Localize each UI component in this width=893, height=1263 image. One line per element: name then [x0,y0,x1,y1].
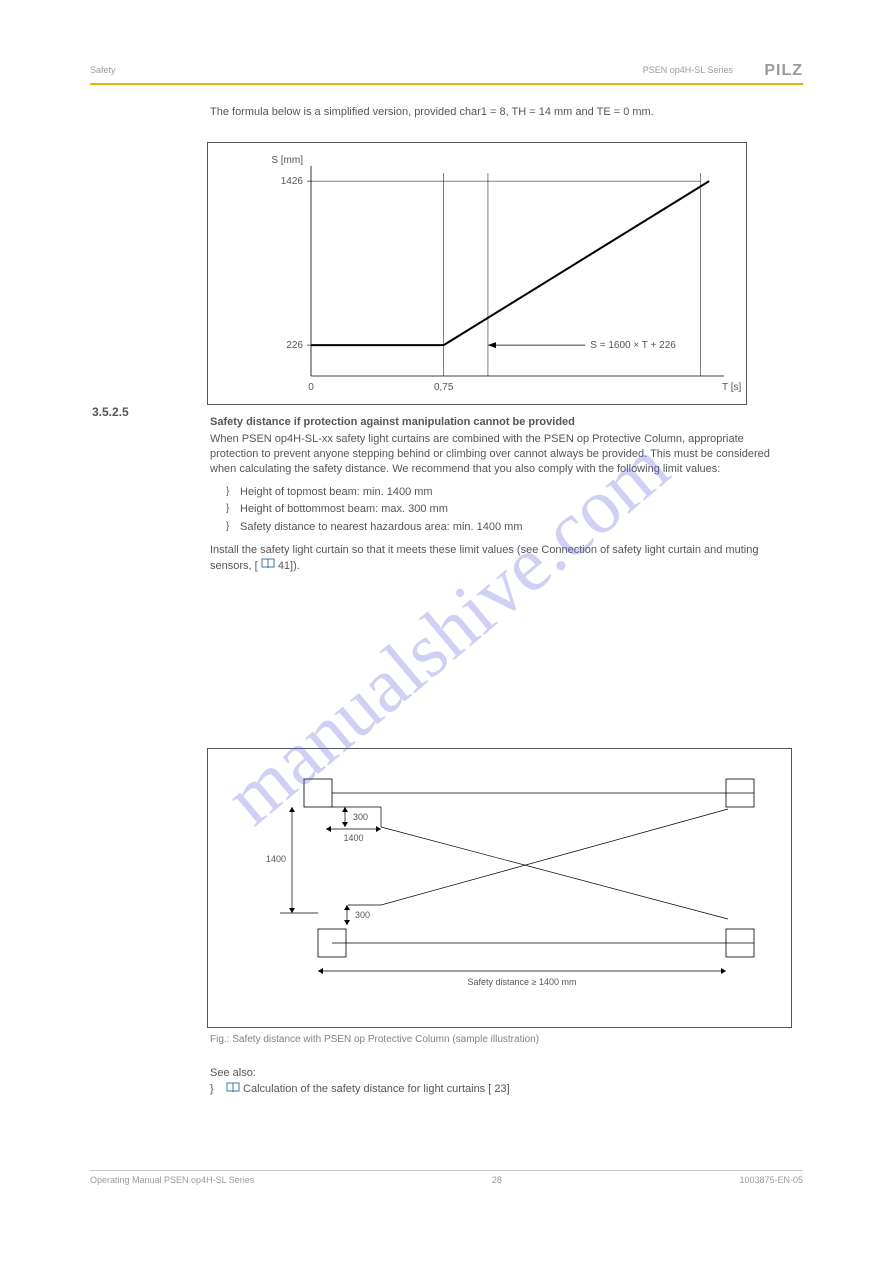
footer-center: 28 [492,1175,502,1185]
see-also-block: See also: } Calculation of the safety di… [210,1067,510,1096]
footer-right: 1003875-EN-05 [739,1175,803,1185]
svg-text:T [s]: T [s] [722,382,741,393]
svg-text:1426: 1426 [281,176,304,187]
section-para1: When PSEN op4H-SL-xx safety light curtai… [210,433,770,475]
intro-paragraph: The formula below is a simplified versio… [210,105,760,120]
svg-text:300: 300 [355,910,370,920]
header-left: Safety [90,65,116,75]
book-icon [261,558,275,574]
svg-text:S [mm]: S [mm] [271,155,303,166]
bullet-item: }Safety distance to nearest hazardous ar… [226,520,790,535]
header-rule [90,83,803,85]
svg-text:0,75: 0,75 [434,382,454,393]
book-icon [226,1082,240,1096]
footer-left: Operating Manual PSEN op4H-SL Series [90,1175,254,1185]
figure-graph: 226 1426 S [mm] 0 0,75 T [s] S = 1600 × T + 22… [207,142,747,405]
brand-logo: PILZ [764,62,803,80]
figure-diagram: 1400 300 1400 300 Safety distance ≥ 1400 mm [207,748,792,1028]
section-number: 3.5.2.5 [92,405,129,419]
svg-text:0: 0 [308,382,314,393]
figure2-caption: Fig.: Safety distance with PSEN op Prote… [210,1034,539,1045]
section-para2b: 41]). [278,560,300,572]
bullet-item: }Height of topmost beam: min. 1400 mm [226,485,790,500]
svg-text:1400: 1400 [343,833,363,843]
bullet-item: }Height of bottommost beam: max. 300 mm [226,502,790,517]
section-title: Safety distance if protection against ma… [210,416,575,428]
svg-text:S = 1600 × T + 226: S = 1600 × T + 226 [590,340,676,351]
see-also-item[interactable]: } Calculation of the safety distance for… [210,1082,510,1096]
svg-text:226: 226 [286,340,303,351]
svg-text:300: 300 [353,812,368,822]
header-right: PSEN op4H-SL Series [643,65,733,75]
section-body: When PSEN op4H-SL-xx safety light curtai… [210,432,790,574]
page-footer: Operating Manual PSEN op4H-SL Series 28 … [90,1170,803,1185]
see-also-label: See also: [210,1067,510,1079]
svg-text:1400: 1400 [266,854,286,864]
svg-text:Safety distance ≥ 1400 mm: Safety distance ≥ 1400 mm [468,977,577,987]
